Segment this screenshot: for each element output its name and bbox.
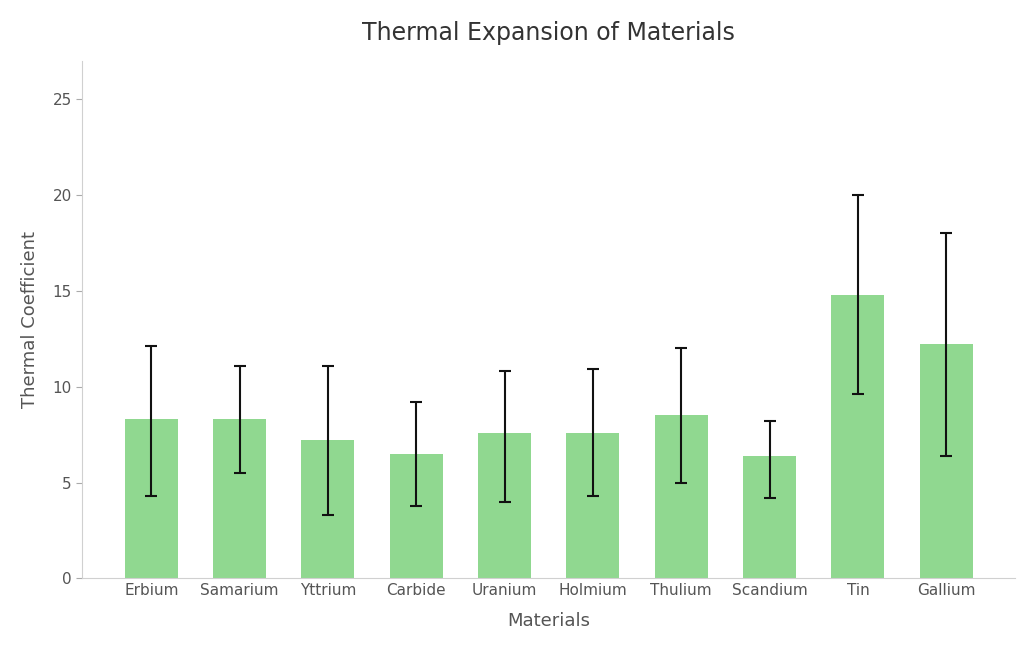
X-axis label: Materials: Materials [508, 612, 591, 630]
Bar [390, 454, 442, 579]
Bar [124, 419, 178, 579]
Bar [301, 440, 354, 579]
Bar [743, 456, 796, 579]
Bar [832, 295, 885, 579]
Bar [567, 433, 620, 579]
Bar [655, 415, 708, 579]
Bar [213, 419, 266, 579]
Y-axis label: Thermal Coefficient: Thermal Coefficient [21, 231, 38, 408]
Bar [478, 433, 531, 579]
Bar [920, 344, 973, 579]
Title: Thermal Expansion of Materials: Thermal Expansion of Materials [363, 21, 736, 45]
